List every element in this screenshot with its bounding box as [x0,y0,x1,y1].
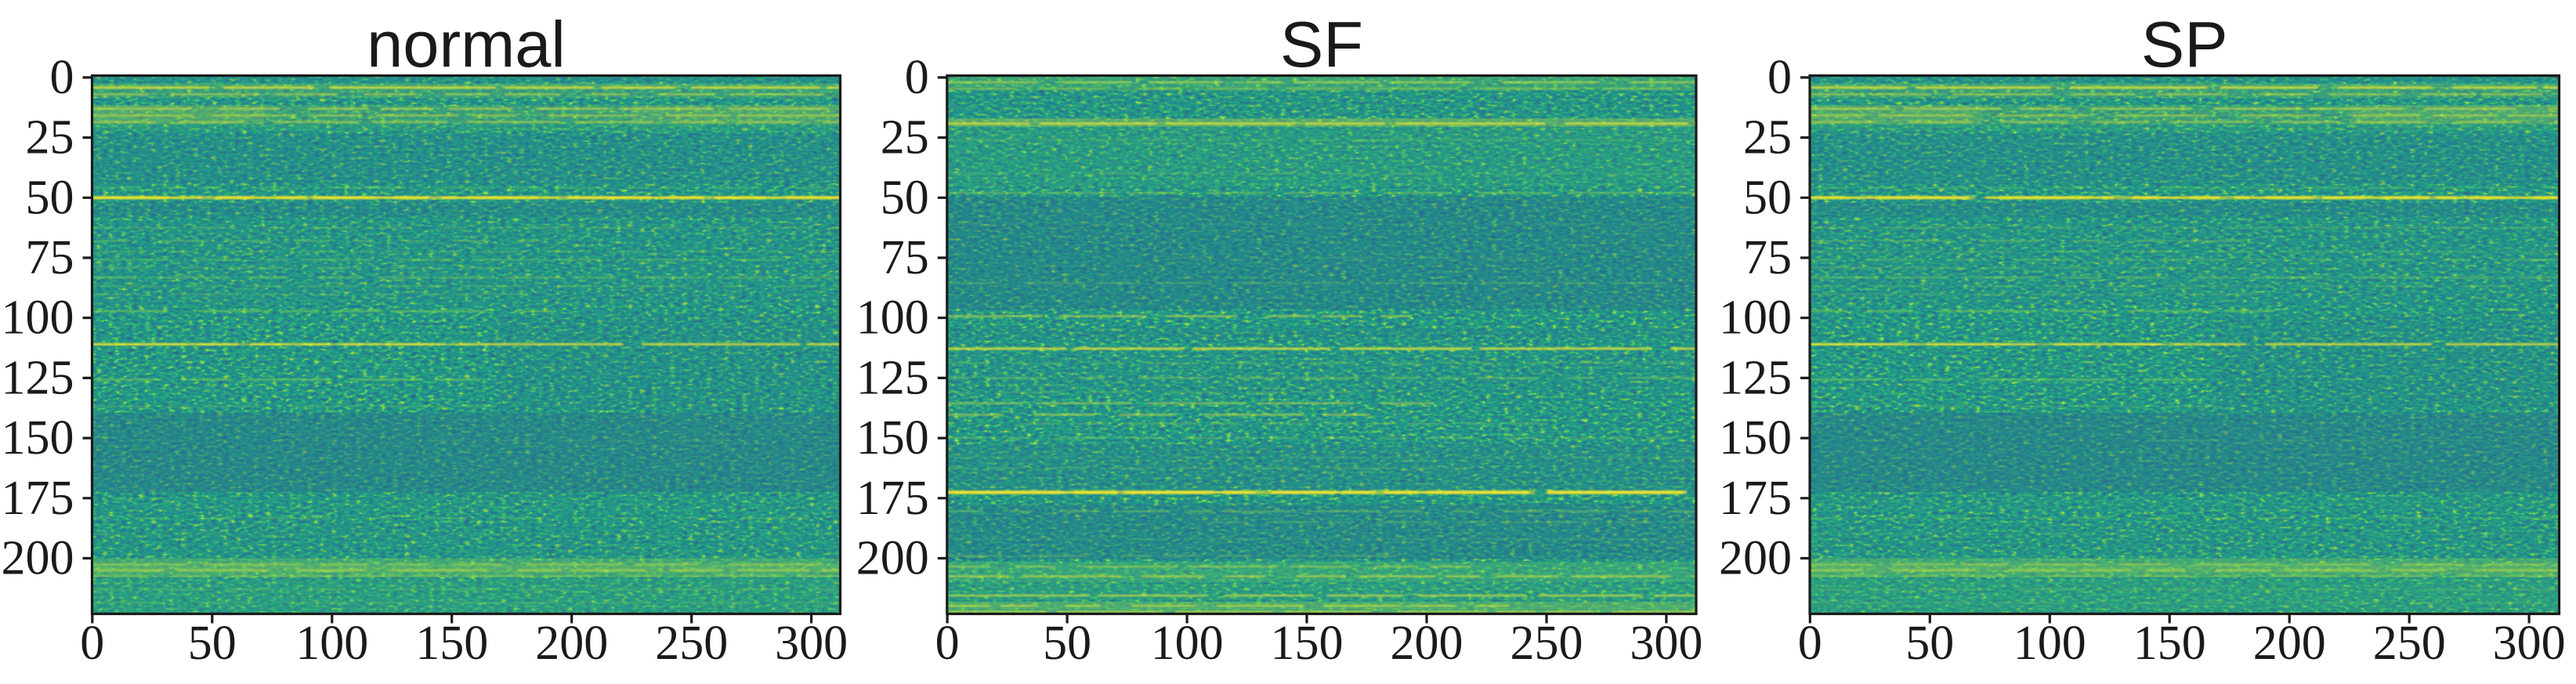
svg-text:300: 300 [1630,617,1702,670]
svg-text:50: 50 [1043,617,1091,670]
svg-text:50: 50 [188,617,237,670]
svg-text:150: 150 [856,411,929,465]
svg-text:0: 0 [1767,51,1792,104]
svg-text:125: 125 [2,351,74,404]
svg-text:250: 250 [2373,617,2446,670]
svg-text:200: 200 [2,532,74,585]
svg-text:normal: normal [367,8,566,81]
svg-text:150: 150 [1271,617,1344,670]
svg-text:25: 25 [881,111,929,165]
svg-text:100: 100 [1151,617,1224,670]
svg-text:300: 300 [2493,617,2566,670]
svg-text:125: 125 [856,351,929,404]
svg-text:200: 200 [1391,617,1463,670]
svg-text:100: 100 [1719,291,1792,345]
svg-text:25: 25 [1743,111,1792,165]
svg-text:100: 100 [2,291,74,345]
svg-text:200: 200 [856,532,929,585]
svg-text:0: 0 [935,617,960,670]
svg-text:75: 75 [881,231,929,284]
svg-text:SP: SP [2141,8,2228,81]
svg-text:200: 200 [2253,617,2326,670]
svg-text:150: 150 [2133,617,2206,670]
svg-text:25: 25 [26,111,74,165]
svg-text:200: 200 [1719,532,1792,585]
svg-text:100: 100 [2013,617,2086,670]
svg-text:100: 100 [295,617,368,670]
svg-text:75: 75 [1743,231,1792,284]
svg-text:0: 0 [80,617,104,670]
svg-text:250: 250 [655,617,728,670]
svg-text:200: 200 [535,617,608,670]
svg-text:175: 175 [1719,472,1792,525]
svg-text:50: 50 [26,171,74,224]
svg-text:0: 0 [1798,617,1822,670]
svg-text:150: 150 [1719,411,1792,465]
svg-text:50: 50 [1743,171,1792,224]
svg-text:SF: SF [1280,8,1363,81]
svg-text:175: 175 [2,472,74,525]
svg-text:0: 0 [905,51,929,104]
svg-text:75: 75 [26,231,74,284]
svg-text:125: 125 [1719,351,1792,404]
svg-text:0: 0 [50,51,74,104]
svg-text:250: 250 [1511,617,1583,670]
svg-text:50: 50 [1905,617,1954,670]
svg-text:175: 175 [856,472,929,525]
svg-text:300: 300 [775,617,848,670]
svg-text:50: 50 [881,171,929,224]
svg-text:150: 150 [2,411,74,465]
svg-text:100: 100 [856,291,929,345]
svg-text:150: 150 [415,617,488,670]
